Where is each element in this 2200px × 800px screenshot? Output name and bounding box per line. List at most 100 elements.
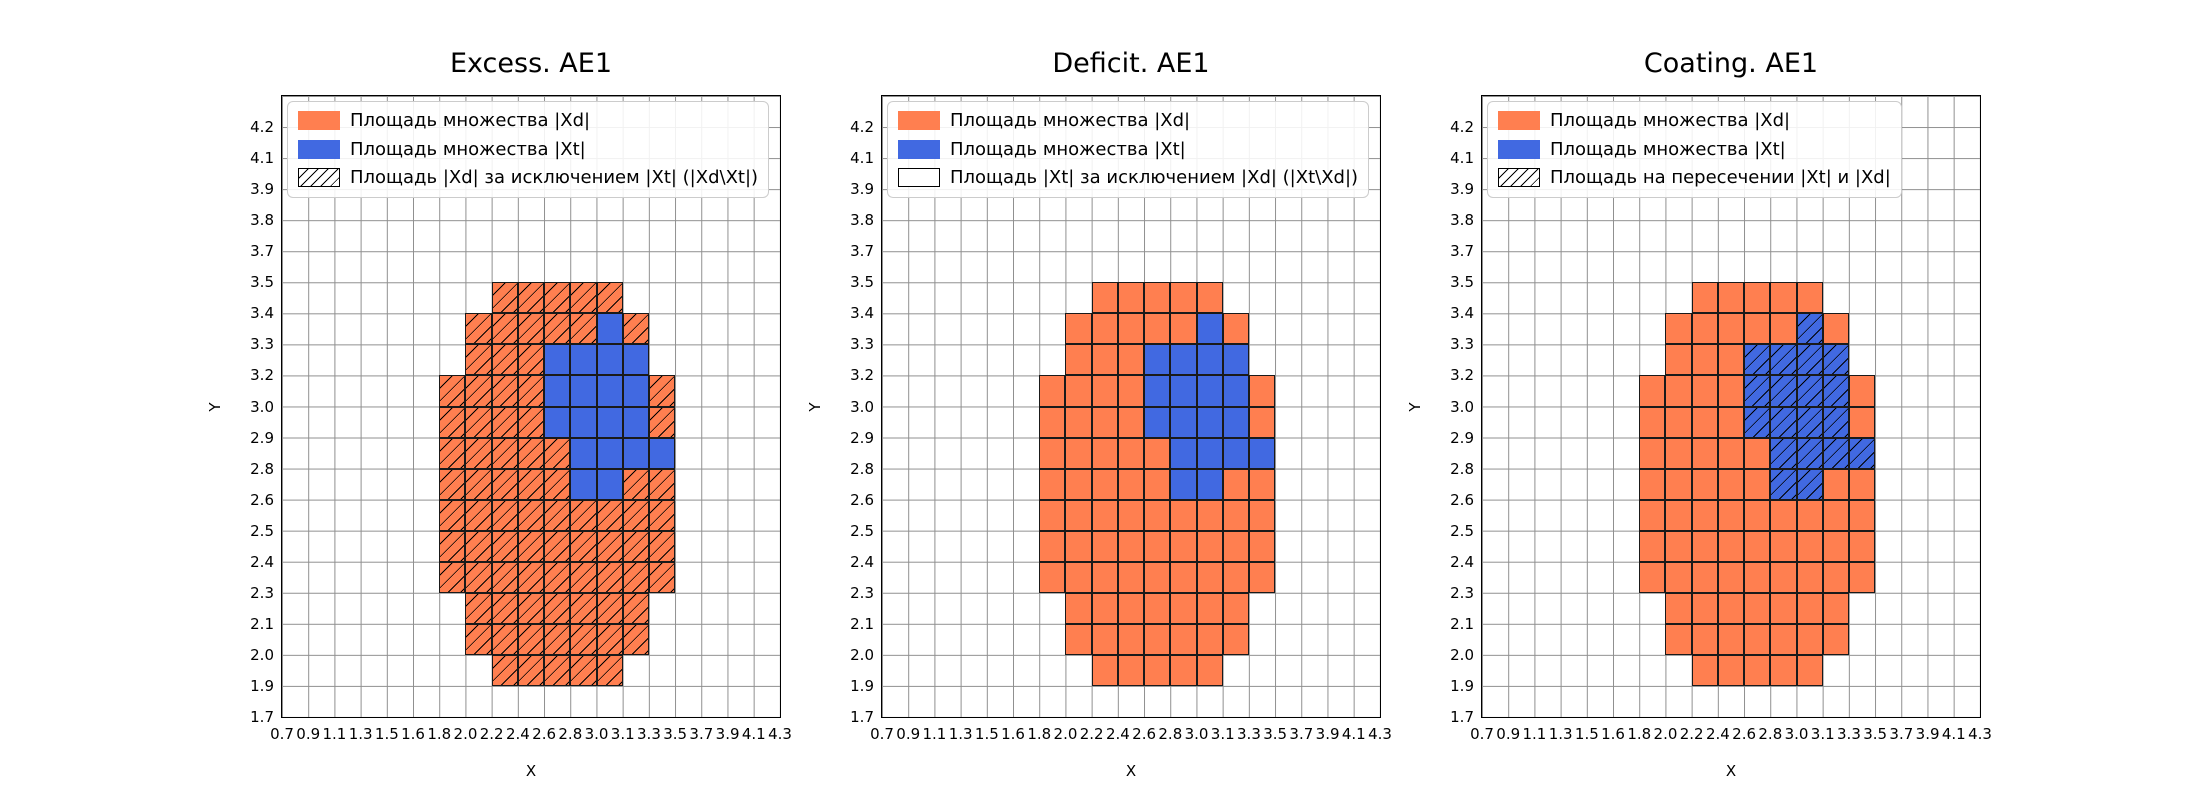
cell-xd (1744, 530, 1771, 562)
cell-xd (622, 468, 649, 500)
cell-xt (1196, 375, 1223, 407)
cell-xd (517, 654, 545, 686)
cell-xd (1665, 530, 1692, 562)
cell-xt (1770, 375, 1797, 407)
cell-xd (1039, 561, 1066, 593)
cell-xd (1717, 344, 1745, 376)
cell-xt (596, 437, 623, 469)
cell-xd (1691, 592, 1718, 624)
cell-xt (1744, 406, 1771, 438)
cell-xd (491, 282, 518, 314)
legend-label: Площадь множества |Xt| (350, 138, 586, 160)
cell-xt (1796, 375, 1823, 407)
cell-xd (1639, 437, 1666, 469)
cell-xd (570, 623, 597, 655)
cell-xd (622, 623, 649, 655)
legend-label: Площадь множества |Xt| (950, 138, 1186, 160)
cell-xd (1744, 561, 1771, 593)
y-tick-label: 4.1 (1450, 149, 1474, 168)
y-tick-label: 3.5 (850, 273, 874, 292)
cell-xd (1665, 623, 1692, 655)
cell-xd (1091, 561, 1118, 593)
cell-xd (1144, 313, 1171, 345)
y-tick-label: 4.2 (850, 118, 874, 137)
y-axis-label: Y (1406, 401, 1424, 412)
cell-xd (517, 623, 545, 655)
cell-xd (1691, 313, 1718, 345)
cell-xd (570, 654, 597, 686)
legend: Площадь множества |Xd| Площадь множества… (887, 101, 1370, 198)
y-tick-label: 2.3 (1450, 583, 1474, 602)
cell-xt (1744, 375, 1771, 407)
legend-label: Площадь на пересечении |Xt| и |Xd| (1550, 167, 1891, 189)
subplot-coating: Coating. AE1 Y 0.7 0.9 1.1 1.3 1.5 1.6 1.8 2.0 2… (1406, 48, 1992, 780)
legend-entry: Площадь |Xd| за исключением |Xt| (|Xd\Xt… (298, 167, 758, 189)
x-tick-label: 4.3 (768, 725, 792, 743)
x-tick-label: 3.0 (1184, 725, 1209, 743)
y-tick-label: 2.4 (1450, 552, 1474, 571)
y-tick-label: 2.6 (1450, 490, 1474, 509)
cell-xd (622, 561, 649, 593)
cell-xt (570, 437, 597, 469)
cell-xt (1822, 406, 1849, 438)
cell-xd (1170, 313, 1197, 345)
cell-xd (1691, 499, 1718, 531)
cell-xd (570, 282, 597, 314)
cell-xd (1770, 561, 1797, 593)
cell-xd (1639, 468, 1666, 500)
x-axis-label: X (1125, 762, 1137, 780)
y-tick-label: 3.5 (250, 273, 274, 292)
cell-xd (1717, 592, 1745, 624)
cell-xd (517, 468, 545, 500)
cell-xd (1639, 530, 1666, 562)
cell-xd (1717, 530, 1745, 562)
cell-xt (1770, 468, 1797, 500)
cell-xd (1822, 623, 1849, 655)
cell-xt (1170, 344, 1197, 376)
cell-xd (1717, 406, 1745, 438)
cell-xd (544, 499, 571, 531)
cell-xd (1039, 406, 1066, 438)
cell-xt (1170, 406, 1197, 438)
cell-xd (1639, 499, 1666, 531)
cell-xt (1796, 313, 1823, 345)
x-tick-label: 1.3 (348, 725, 373, 743)
x-tick-label: 1.1 (1522, 725, 1547, 743)
cell-xt (1222, 344, 1249, 376)
cell-xd (1065, 499, 1092, 531)
cell-xd (1144, 592, 1171, 624)
cell-xd (596, 561, 623, 593)
y-tick-label: 3.3 (1450, 335, 1474, 354)
plot-area: 0.7 0.9 1.1 1.3 1.5 1.6 1.8 2.0 2.2 2.4 2.6 2.8 3.0 3… (250, 95, 792, 743)
x-tick-label: 4.1 (1941, 725, 1966, 743)
cell-xd (1117, 313, 1145, 345)
cell-xd (1665, 561, 1692, 593)
cell-xd (517, 406, 545, 438)
cell-xd (1770, 623, 1797, 655)
x-tick-label: 3.9 (715, 725, 740, 743)
cell-xd (1144, 623, 1171, 655)
x-tick-label: 3.9 (1315, 725, 1340, 743)
cell-xd (1848, 530, 1876, 562)
cell-xd (1796, 561, 1823, 593)
cell-xd (465, 561, 492, 593)
legend-entry: Площадь множества |Xd| (1498, 110, 1891, 132)
x-tick-label: 3.1 (1210, 725, 1235, 743)
cell-xt (1822, 344, 1849, 376)
cell-xd (517, 437, 545, 469)
y-tick-label: 2.5 (1450, 521, 1474, 540)
cell-xd (1665, 313, 1692, 345)
y-tick-label: 4.2 (250, 118, 274, 137)
cell-xt (622, 406, 649, 438)
cell-xd (1039, 437, 1066, 469)
legend-entry: Площадь на пересечении |Xt| и |Xd| (1498, 167, 1891, 189)
cell-xd (1196, 499, 1223, 531)
x-tick-label: 1.6 (401, 725, 425, 743)
cell-xd (1744, 313, 1771, 345)
cell-xd (439, 437, 466, 469)
cell-xd (517, 561, 545, 593)
cell-xd (465, 530, 492, 562)
cell-xt (1770, 406, 1797, 438)
cell-xd (1665, 499, 1692, 531)
plot-area: 0.7 0.9 1.1 1.3 1.5 1.6 1.8 2.0 2.2 2.4 2.6 2.8 3.0 3… (1450, 95, 1992, 743)
